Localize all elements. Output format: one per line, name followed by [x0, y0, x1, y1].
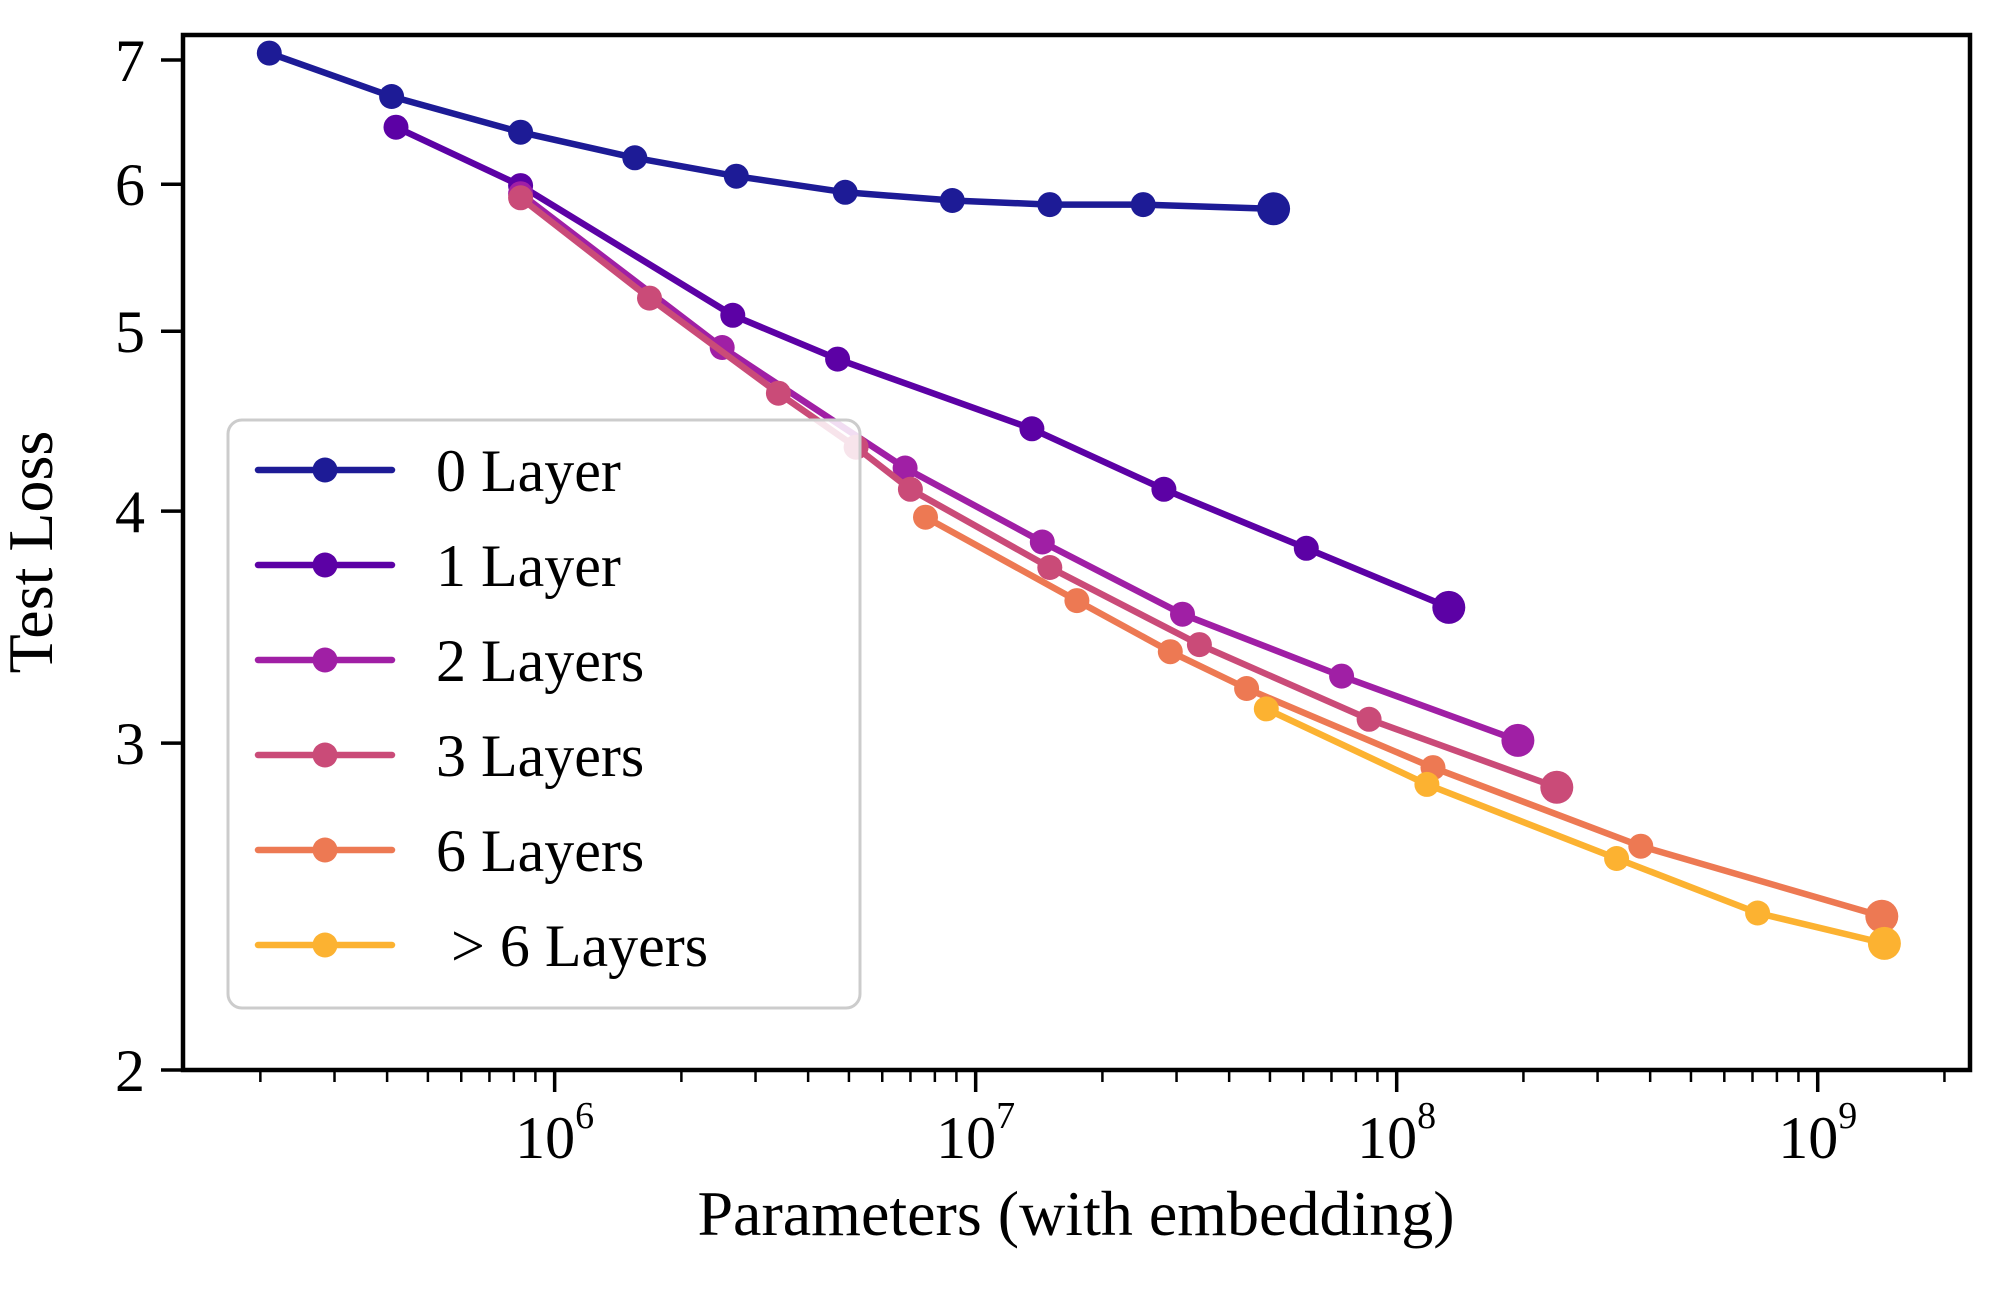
legend-label: 6 Layers: [436, 818, 644, 884]
legend-marker: [312, 647, 338, 673]
legend-item: 2 Layers: [254, 628, 644, 694]
x-tick-label: 107: [936, 1095, 1015, 1171]
data-point: [622, 145, 648, 171]
legend-item: > 6 Layers: [254, 913, 708, 979]
data-point: [1329, 663, 1355, 689]
data-point: [1257, 192, 1291, 226]
y-tick-label: 7: [115, 28, 145, 94]
data-point: [1037, 555, 1063, 580]
series-line: [1263, 705, 1888, 947]
data-point: [939, 188, 965, 213]
y-tick-label: 6: [115, 152, 145, 218]
data-point: [720, 302, 746, 328]
legend: 0 Layer 1 Layer 2 Layers 3 Layers 6 Layers >…: [226, 418, 862, 1010]
legend-item: 1 Layer: [254, 533, 621, 599]
data-point: [1186, 632, 1212, 658]
tick-labels-group: 106 107 108 109 2 3 4 5 6 7: [115, 28, 1857, 1171]
series-line: [392, 123, 1453, 611]
data-point: [1628, 833, 1654, 859]
legend-item: 3 Layers: [254, 723, 644, 789]
series-line: [266, 49, 1277, 213]
legend-marker: [312, 837, 338, 863]
data-point: [256, 40, 282, 66]
data-point: [1501, 723, 1535, 757]
data-point: [1064, 588, 1090, 614]
data-point: [1867, 926, 1901, 960]
legend-label: 2 Layers: [436, 628, 644, 694]
axis-ticks-group: [161, 58, 1946, 1092]
data-point: [1151, 476, 1177, 502]
legend-label: 0 Layer: [436, 438, 621, 504]
legend-marker: [312, 932, 338, 958]
data-point: [383, 114, 409, 140]
data-point: [1293, 535, 1319, 561]
data-series-group: [256, 40, 1901, 960]
y-tick-label: 5: [115, 299, 145, 365]
data-point: [1130, 192, 1156, 218]
data-point: [1745, 900, 1771, 926]
data-point: [1170, 601, 1195, 627]
data-point: [1037, 192, 1063, 218]
series--6-layers: [1253, 696, 1901, 960]
y-tick-label: 3: [115, 711, 145, 777]
legend-label: 1 Layer: [436, 533, 621, 599]
y-tick-label: 4: [115, 479, 145, 545]
x-tick-label: 109: [1778, 1095, 1857, 1171]
data-point: [1157, 639, 1183, 665]
data-point: [1356, 706, 1382, 732]
x-tick-label: 108: [1357, 1095, 1436, 1171]
legend-item: 0 Layer: [254, 438, 621, 504]
series-3-layers: [508, 185, 1574, 804]
data-point: [765, 380, 791, 406]
legend-marker: [312, 552, 338, 578]
plot-border: [180, 32, 1973, 1073]
x-tick-label: 106: [515, 1095, 594, 1171]
data-point: [637, 285, 662, 311]
data-point: [1432, 590, 1466, 624]
data-point: [1604, 846, 1630, 871]
data-point: [1253, 696, 1279, 722]
data-point: [508, 119, 534, 145]
legend-label: > 6 Layers: [436, 913, 708, 979]
data-point: [723, 163, 749, 189]
series-6-layers: [913, 504, 1899, 933]
data-point: [897, 476, 923, 502]
legend-item: 6 Layers: [254, 818, 644, 884]
legend-label: 3 Layers: [436, 723, 644, 789]
data-point: [913, 504, 938, 530]
data-point: [1414, 771, 1440, 797]
series-0-layer: [256, 40, 1291, 226]
data-point: [832, 179, 858, 205]
data-point: [1019, 416, 1045, 442]
legend-marker: [312, 457, 338, 483]
data-point: [825, 346, 851, 372]
x-axis-title: Parameters (with embedding): [697, 1178, 1454, 1249]
data-point: [1540, 770, 1574, 804]
data-point: [508, 185, 534, 211]
y-axis-title: Test Loss: [0, 431, 66, 674]
data-point: [892, 455, 918, 481]
data-point: [1234, 676, 1260, 701]
data-point: [1865, 899, 1899, 933]
y-tick-label: 2: [115, 1038, 145, 1104]
legend-marker: [312, 742, 338, 768]
data-point: [379, 84, 405, 109]
data-point: [1029, 529, 1055, 555]
